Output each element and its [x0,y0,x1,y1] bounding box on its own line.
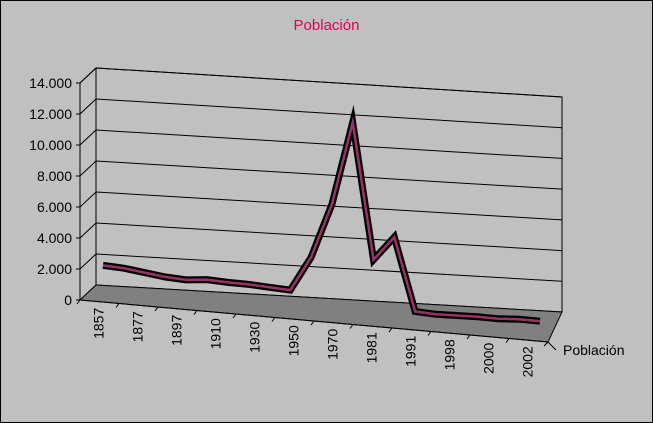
x-tick-mark [154,306,159,312]
x-tick-label: 1877 [130,311,146,342]
x-tick-mark [310,320,315,326]
gridline-side [79,67,97,84]
y-tick-label: 2.000 [37,261,72,277]
x-tick-label: 1981 [364,332,380,363]
x-tick-mark [271,317,276,322]
gridline-side [79,98,97,115]
x-tick-mark [388,327,393,333]
x-tick-mark [115,303,120,308]
y-axis: 0 2.000 4.000 6.000 8.000 10.000 12.000 14.000 [29,75,80,308]
x-tick-mark [466,334,471,340]
x-tick-label: 1970 [325,329,341,360]
x-tick-label: 1950 [286,325,302,356]
gridline-side [79,160,97,177]
gridline [95,98,563,129]
x-axis: 1857 1877 1897 1910 1930 1950 1970 1981 1991 1998… [76,299,557,377]
depth-tick-mark [543,341,549,347]
x-tick-mark [76,299,81,305]
x-tick-mark [427,331,432,336]
gridline-side [79,253,97,270]
y-tick-label: 6.000 [37,199,72,215]
gridline-side [79,191,97,208]
series [102,104,541,325]
depth-tick-mark [547,341,557,351]
y-tick-label: 10.000 [29,137,72,153]
x-tick-label: 1910 [208,318,224,349]
y-tick-label: 12.000 [29,106,72,122]
gridlines [79,67,563,282]
x-tick-label: 2002 [520,346,536,377]
chart-walls [78,66,563,343]
depth-axis-label: Población [563,342,625,358]
gridline-side [79,222,97,239]
x-tick-label: 1857 [91,308,107,339]
y-tick-label: 4.000 [37,230,72,246]
y-tick-label: 8.000 [37,168,72,184]
gridline [95,160,563,190]
x-tick-mark [349,324,354,329]
y-tick-label: 14.000 [29,75,72,91]
x-tick-label: 2000 [481,343,497,374]
gridline [95,129,563,159]
x-tick-label: 1998 [442,339,458,370]
x-tick-mark [193,310,198,315]
gridline [95,67,563,98]
x-tick-label: 1991 [403,336,419,367]
y-tick-label: 0 [64,292,72,308]
chart-title: Población [293,17,360,34]
x-tick-mark [505,338,510,343]
gridline [95,222,563,252]
gridline [95,253,563,282]
side-wall [79,66,97,302]
x-tick-label: 1897 [169,315,185,346]
x-tick-label: 1930 [247,322,263,353]
x-tick-mark [232,313,237,319]
series-line [102,116,541,323]
gridline-side [79,129,97,146]
